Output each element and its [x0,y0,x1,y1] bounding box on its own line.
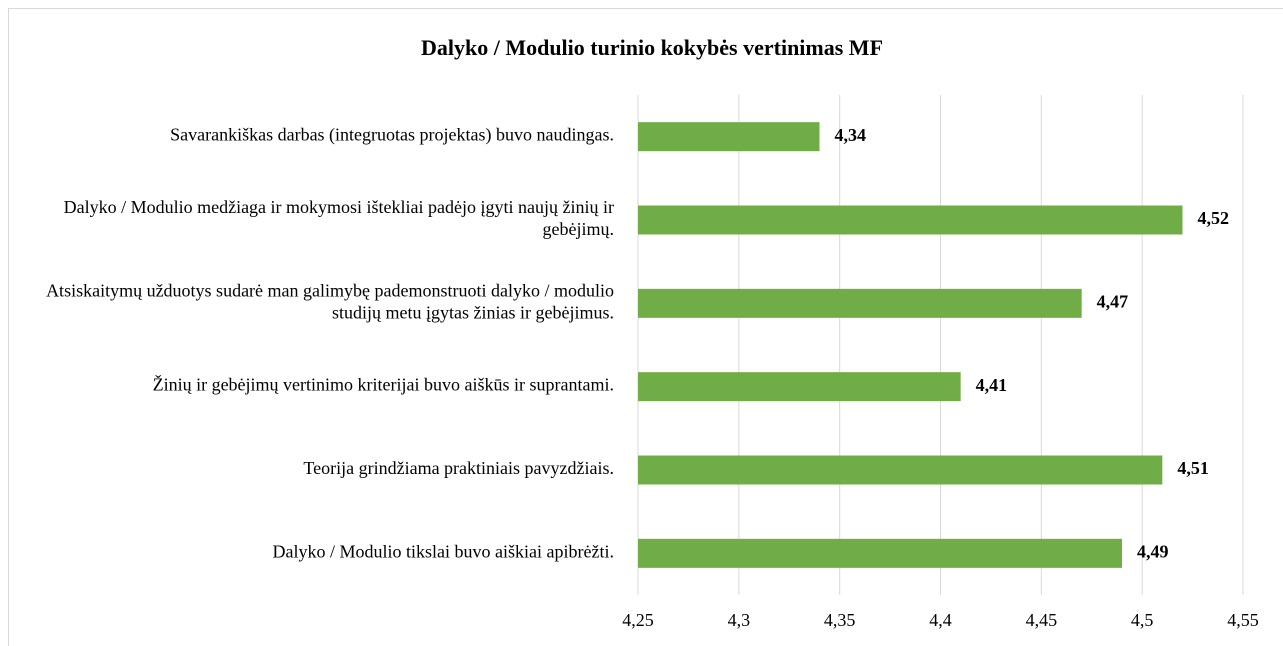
x-tick-label: 4,35 [824,610,856,630]
bar [638,205,1183,235]
value-label: 4,52 [1198,208,1230,228]
x-tick-label: 4,45 [1026,610,1058,630]
value-label: 4,51 [1177,458,1209,478]
bar [638,372,961,402]
value-label: 4,47 [1097,291,1129,311]
value-label: 4,49 [1137,541,1169,561]
y-tick-label: Savarankiškas darbas (integruotas projek… [170,125,614,146]
bar [638,538,1122,568]
x-tick-label: 4,4 [929,610,952,630]
value-label: 4,34 [835,125,867,145]
y-tick-label: Dalyko / Modulio tikslai buvo aiškiai ap… [273,541,614,561]
bar [638,455,1163,485]
value-label: 4,41 [976,375,1008,395]
chart-title: Dalyko / Modulio turinio kokybės vertini… [421,35,883,60]
x-tick-label: 4,3 [728,610,751,630]
y-tick-label: Žinių ir gebėjimų vertinimo kriterijai b… [153,374,614,395]
x-tick-label: 4,55 [1227,610,1259,630]
bar [638,122,820,152]
x-tick-label: 4,25 [622,610,654,630]
y-tick-label: Atsiskaitymų užduotys sudarė man galimyb… [46,280,614,322]
y-tick-label: Teorija grindžiama praktiniais pavyzdžia… [303,458,614,478]
bar [638,288,1082,318]
x-tick-label: 4,5 [1131,610,1154,630]
y-tick-label: Dalyko / Modulio medžiaga ir mokymosi iš… [64,197,614,239]
